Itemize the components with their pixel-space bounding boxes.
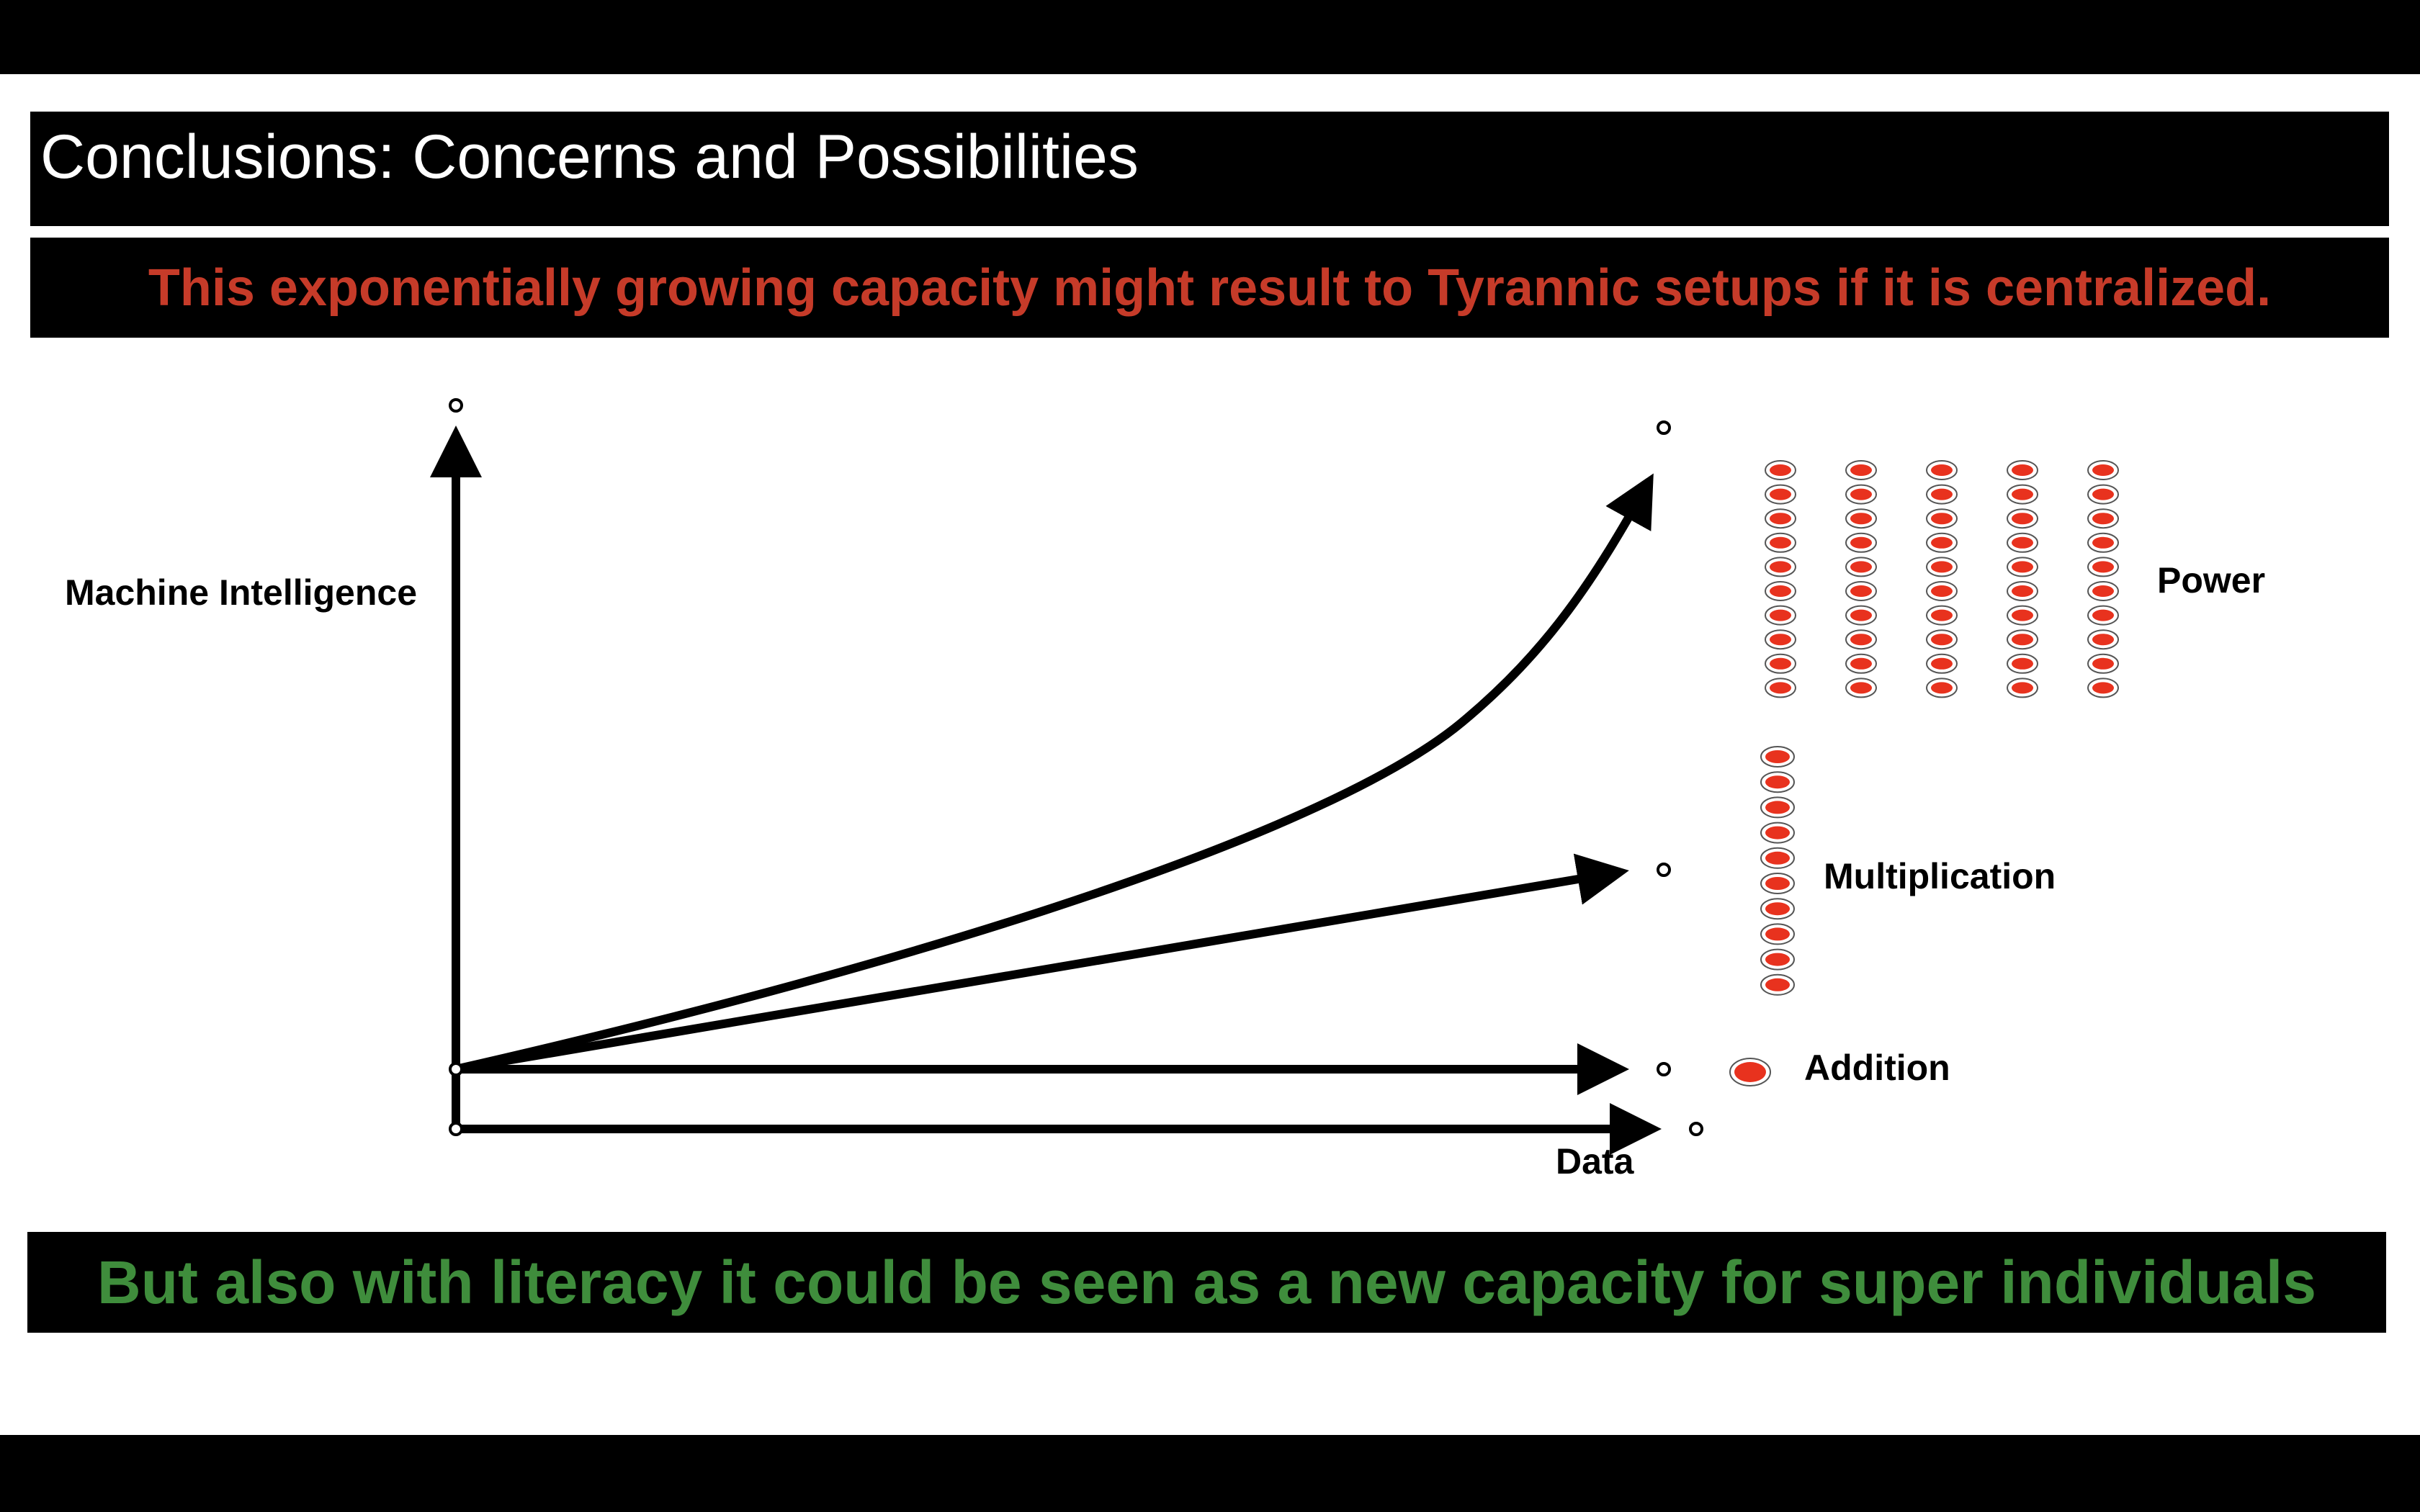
multiplication-dot-grid (1760, 746, 1795, 996)
power-dot-grid (1765, 460, 2119, 698)
dot (1734, 1062, 1766, 1082)
dot (1765, 877, 1790, 890)
dot (1770, 585, 1791, 597)
dot (1850, 634, 1872, 646)
dot (1770, 513, 1791, 525)
dot (2012, 657, 2033, 670)
dot (1850, 585, 1872, 597)
dot (1770, 682, 1791, 694)
dot (1850, 513, 1872, 525)
dot (1765, 775, 1790, 789)
dot (1931, 464, 1953, 476)
dot (2012, 513, 2033, 525)
dot (2012, 561, 2033, 573)
endpoint-marker (1657, 1062, 1671, 1076)
dot (1770, 464, 1791, 476)
dot (2092, 682, 2114, 694)
dot (1850, 464, 1872, 476)
dot (1931, 513, 1953, 525)
dot (1770, 488, 1791, 500)
concern-banner: This exponentially growing capacity migh… (30, 238, 2389, 338)
dot (1850, 657, 1872, 670)
dot (1931, 488, 1953, 500)
dot (2092, 536, 2114, 549)
multiplication-arrow (454, 853, 1629, 1074)
origin-marker (449, 1062, 463, 1076)
dot (2012, 536, 2033, 549)
dot (1765, 750, 1790, 763)
dot (1931, 634, 1953, 646)
title-bar: Conclusions: Concerns and Possibilities (30, 112, 2389, 226)
dot (1850, 682, 1872, 694)
dot (2012, 634, 2033, 646)
dot (2092, 634, 2114, 646)
dot (2092, 585, 2114, 597)
dot (1850, 536, 1872, 549)
dot (2012, 464, 2033, 476)
dot (1931, 657, 1953, 670)
possibility-text: But also with literacy it could be seen … (97, 1248, 2316, 1316)
dot (2012, 585, 2033, 597)
dot (1765, 826, 1790, 840)
dot (1931, 682, 1953, 694)
dot (1765, 801, 1790, 814)
addition-dot-grid (1729, 1058, 1771, 1086)
dot (1765, 902, 1790, 916)
tier-label-multiplication: Multiplication (1824, 856, 2056, 896)
tier-label-power: Power (2157, 560, 2265, 600)
power-curve (454, 473, 1654, 1074)
dot (1765, 978, 1790, 991)
slide-title: Conclusions: Concerns and Possibilities (40, 122, 1139, 192)
dot (2092, 488, 2114, 500)
dot (1770, 609, 1791, 621)
dot (1765, 953, 1790, 966)
endpoint-marker (1657, 863, 1671, 877)
dot (1765, 927, 1790, 941)
dot (1770, 657, 1791, 670)
endpoint-marker (1689, 1122, 1703, 1136)
dot (1770, 561, 1791, 573)
tier-label-addition: Addition (1804, 1048, 1950, 1088)
dot (1931, 536, 1953, 549)
dot (2092, 561, 2114, 573)
dot (1931, 561, 1953, 573)
dot (1931, 585, 1953, 597)
x-axis-label: Data (1556, 1141, 1635, 1182)
dot (1850, 561, 1872, 573)
dot (2012, 609, 2033, 621)
dot (1765, 851, 1790, 865)
dot (2092, 657, 2114, 670)
dot (2092, 464, 2114, 476)
endpoint-markers (449, 398, 1703, 1136)
dot (1770, 634, 1791, 646)
dot (1850, 609, 1872, 621)
y-axis-label: Machine Intelligence (65, 572, 417, 613)
growth-diagram: Machine Intelligence Data Power Multipli… (65, 398, 2265, 1182)
endpoint-marker (1657, 420, 1671, 435)
endpoint-marker (449, 398, 463, 413)
dot (2012, 488, 2033, 500)
dot (1770, 536, 1791, 549)
concern-text: This exponentially growing capacity migh… (148, 258, 2272, 317)
dot (2092, 513, 2114, 525)
origin-marker (449, 1122, 463, 1136)
dot (2012, 682, 2033, 694)
dot (1931, 609, 1953, 621)
possibility-banner: But also with literacy it could be seen … (27, 1232, 2386, 1333)
dot (1850, 488, 1872, 500)
slide: Conclusions: Concerns and Possibilities … (0, 74, 2420, 1435)
dot (2092, 609, 2114, 621)
